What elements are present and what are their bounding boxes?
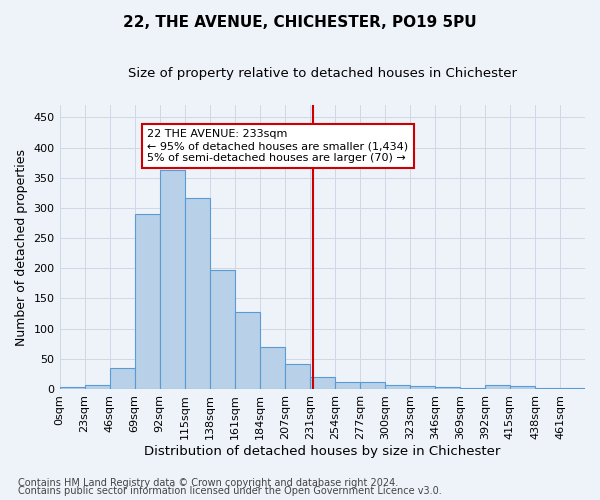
Bar — [435, 387, 460, 389]
Text: Contains HM Land Registry data © Crown copyright and database right 2024.: Contains HM Land Registry data © Crown c… — [18, 478, 398, 488]
Bar — [510, 386, 535, 389]
Bar — [535, 388, 560, 389]
Bar — [310, 377, 335, 389]
Bar — [560, 388, 585, 389]
Bar — [285, 364, 310, 389]
Text: 22, THE AVENUE, CHICHESTER, PO19 5PU: 22, THE AVENUE, CHICHESTER, PO19 5PU — [123, 15, 477, 30]
Bar — [335, 382, 360, 389]
Bar — [235, 312, 260, 389]
Bar — [209, 270, 235, 389]
Bar — [260, 346, 285, 389]
Bar — [385, 384, 410, 389]
Text: Contains public sector information licensed under the Open Government Licence v3: Contains public sector information licen… — [18, 486, 442, 496]
Bar — [185, 198, 209, 389]
X-axis label: Distribution of detached houses by size in Chichester: Distribution of detached houses by size … — [144, 444, 500, 458]
Bar — [134, 214, 160, 389]
Text: 22 THE AVENUE: 233sqm
← 95% of detached houses are smaller (1,434)
5% of semi-de: 22 THE AVENUE: 233sqm ← 95% of detached … — [147, 130, 408, 162]
Bar — [160, 170, 185, 389]
Bar — [460, 388, 485, 389]
Bar — [110, 368, 134, 389]
Bar — [85, 386, 110, 389]
Bar — [59, 386, 85, 389]
Bar — [485, 386, 510, 389]
Title: Size of property relative to detached houses in Chichester: Size of property relative to detached ho… — [128, 68, 517, 80]
Y-axis label: Number of detached properties: Number of detached properties — [15, 148, 28, 346]
Bar — [410, 386, 435, 389]
Bar — [360, 382, 385, 389]
